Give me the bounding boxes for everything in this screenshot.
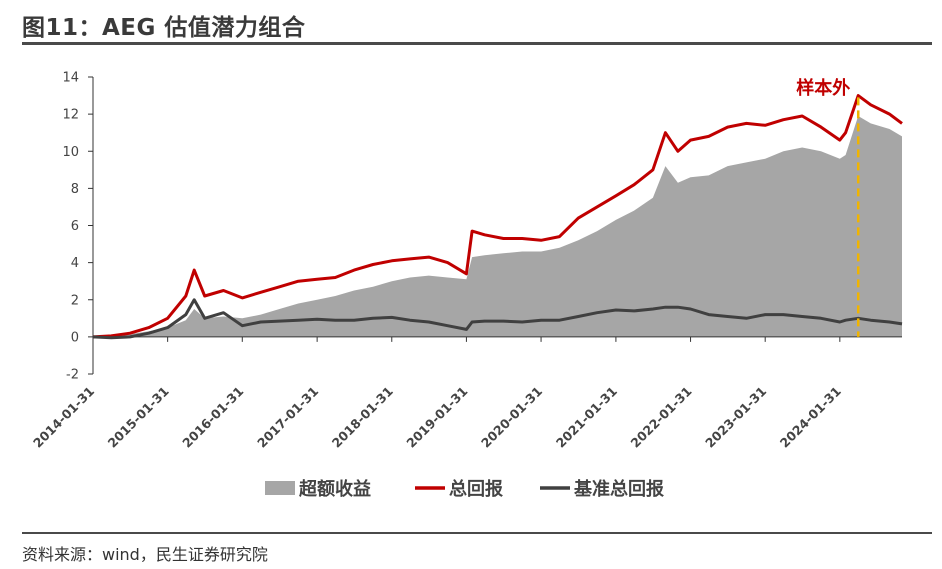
x-tick-label: 2022-01-31 <box>628 384 695 451</box>
y-tick-label: 10 <box>62 145 79 160</box>
x-tick-label: 2017-01-31 <box>254 384 321 451</box>
x-tick-label: 2021-01-31 <box>553 384 620 451</box>
legend-swatch <box>265 481 295 495</box>
y-tick-label: -2 <box>66 368 79 383</box>
x-tick-label: 2019-01-31 <box>403 384 470 451</box>
source-rule <box>22 532 932 534</box>
legend-item-total-return: 总回报 <box>415 478 503 500</box>
legend-item-benchmark-return: 基准总回报 <box>540 478 664 500</box>
return-lines-layer <box>92 94 903 340</box>
x-tick-label: 2016-01-31 <box>179 384 246 451</box>
y-tick-label: 4 <box>71 256 79 271</box>
figure-title: 图11：AEG 估值潜力组合 <box>22 15 306 41</box>
annotation-layer: 样本外 <box>796 77 860 337</box>
x-tick-label: 2018-01-31 <box>329 384 396 451</box>
legend-label: 基准总回报 <box>573 478 664 500</box>
x-tick-label: 2020-01-31 <box>478 384 545 451</box>
y-tick-label: 6 <box>71 219 79 234</box>
source-note: 资料来源：wind，民生证券研究院 <box>22 545 268 564</box>
legend-label: 总回报 <box>449 478 503 500</box>
y-tick-label: 2 <box>71 293 79 308</box>
excess-return-area-layer <box>93 116 902 337</box>
x-tick-label: 2023-01-31 <box>702 384 769 451</box>
title-rule <box>22 42 932 45</box>
y-tick-label: 14 <box>62 71 79 86</box>
out-of-sample-label: 样本外 <box>796 77 850 99</box>
x-tick-label: 2024-01-31 <box>777 384 844 451</box>
legend-label: 超额收益 <box>299 478 371 500</box>
benchmark-return-line <box>92 298 903 340</box>
x-tick-label: 2015-01-31 <box>105 384 172 451</box>
x-tick-label: 2014-01-31 <box>30 384 97 451</box>
y-tick-label: 0 <box>71 330 79 345</box>
total-return-line <box>92 94 903 339</box>
y-tick-label: 12 <box>62 108 79 123</box>
excess-return-area <box>93 116 902 337</box>
legend: 超额收益 总回报 基准总回报 <box>265 478 664 500</box>
chart: -2 0 2 4 6 8 10 12 14 2014-01-31 2015-01-31 2016-01… <box>30 71 903 500</box>
y-tick-label: 8 <box>71 182 79 197</box>
legend-item-excess-return: 超额收益 <box>265 478 371 500</box>
